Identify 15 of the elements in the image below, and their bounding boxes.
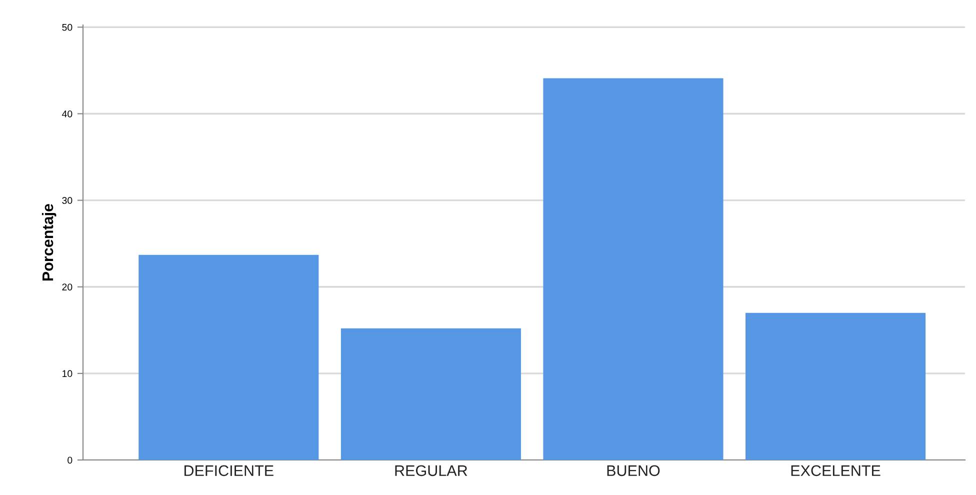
y-tick-label: 0 bbox=[68, 456, 72, 464]
bar bbox=[746, 312, 926, 460]
y-tick-label: 40 bbox=[62, 110, 72, 118]
x-tick-label: BUENO bbox=[607, 465, 660, 476]
bar bbox=[340, 328, 521, 460]
y-tick-label: 30 bbox=[62, 197, 72, 204]
x-tick-label: DEFICIENTE bbox=[184, 465, 274, 476]
x-tick-label: REGULAR bbox=[395, 465, 468, 476]
x-tick-label: EXCELENTE bbox=[791, 465, 880, 476]
bar bbox=[543, 78, 724, 460]
y-axis-title: Porcentaje bbox=[42, 204, 56, 281]
y-tick-label: 20 bbox=[62, 284, 72, 290]
y-tick-label: 10 bbox=[62, 370, 72, 378]
y-tick-label: 50 bbox=[62, 24, 72, 31]
bar bbox=[138, 254, 319, 460]
